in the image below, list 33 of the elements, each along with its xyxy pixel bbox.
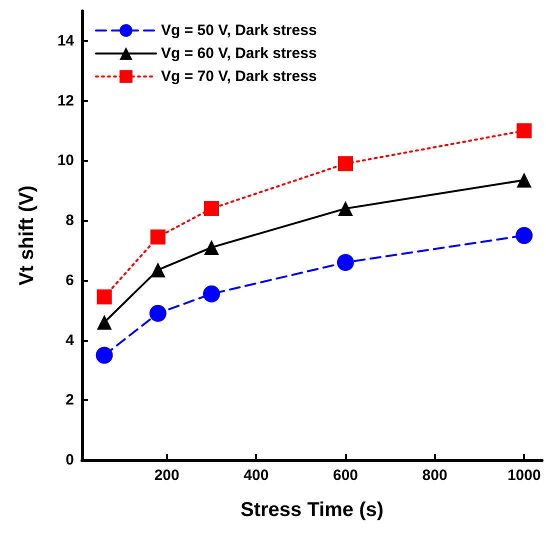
y-tick-label: 2	[66, 392, 74, 409]
point	[516, 227, 533, 244]
point	[203, 285, 220, 302]
point	[516, 172, 532, 188]
point	[338, 156, 353, 172]
point	[150, 229, 166, 244]
x-tick-label: 800	[422, 467, 448, 484]
point	[149, 304, 166, 322]
y-tick-label: 10	[57, 152, 74, 170]
y-tick-label: 6	[66, 272, 74, 289]
x-axis-title: Stress Time (s)	[240, 499, 384, 521]
y-tick-label: 8	[66, 212, 74, 230]
y-tick-label: 0	[66, 452, 74, 468]
x-tick-label: 200	[154, 467, 180, 484]
x-tick-label: 1000	[507, 467, 541, 484]
point	[96, 314, 112, 330]
legend-label: Vg = 70 V, Dark stress	[161, 68, 317, 85]
point	[337, 254, 354, 271]
point	[96, 289, 112, 304]
x-tick-label: 600	[332, 467, 358, 484]
y-axis-title: Vt shift (V)	[16, 186, 38, 286]
y-tick-label: 14	[57, 32, 75, 50]
point	[338, 201, 353, 216]
legend-label: Vg = 60 V, Dark stress	[161, 45, 317, 62]
point	[150, 262, 166, 278]
point	[204, 240, 220, 255]
point	[204, 201, 220, 216]
y-tick-label: 12	[57, 92, 74, 110]
legend-label: Vg = 50 V, Dark stress	[161, 22, 317, 39]
point	[96, 346, 113, 364]
x-tick-label: 400	[244, 467, 269, 484]
point	[516, 123, 532, 138]
y-tick-label: 4	[66, 332, 75, 349]
